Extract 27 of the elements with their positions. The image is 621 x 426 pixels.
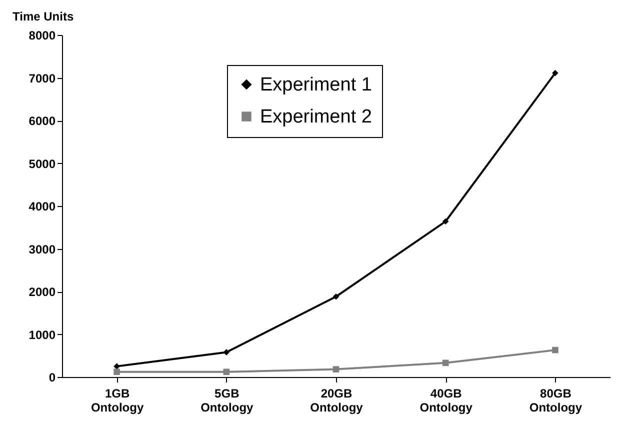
x-tick-label: 5GB Ontology — [200, 386, 254, 414]
y-tick-label: 6000 — [28, 114, 56, 128]
y-tick-label: 8000 — [28, 28, 56, 42]
point — [552, 70, 558, 76]
point — [114, 363, 120, 370]
x-tick-label: 40GB Ontology — [420, 386, 473, 414]
point — [114, 368, 120, 376]
y-tick-label: 4000 — [28, 200, 56, 214]
x-tick-label: 20GB Ontology — [310, 386, 364, 414]
x-tick-label: 1GB Ontology — [90, 386, 144, 414]
point — [332, 366, 340, 372]
point — [223, 368, 230, 376]
point — [223, 349, 230, 356]
y-tick-label: 1000 — [28, 328, 56, 342]
point — [442, 360, 449, 366]
y-tick-label: 7000 — [28, 71, 56, 86]
point — [332, 293, 340, 300]
legend-label: Experiment 1 — [260, 74, 372, 96]
point — [442, 218, 449, 225]
y-tick-label: 3000 — [28, 242, 56, 256]
legend-label: Experiment 2 — [260, 106, 372, 128]
point — [552, 346, 558, 354]
y-tick-label: 5000 — [28, 156, 56, 171]
y-axis-title: Time Units — [12, 10, 74, 24]
y-tick-label: 2000 — [28, 285, 56, 299]
x-tick-label: 80GB Ontology — [529, 386, 582, 414]
y-tick-label: 0 — [48, 370, 56, 384]
